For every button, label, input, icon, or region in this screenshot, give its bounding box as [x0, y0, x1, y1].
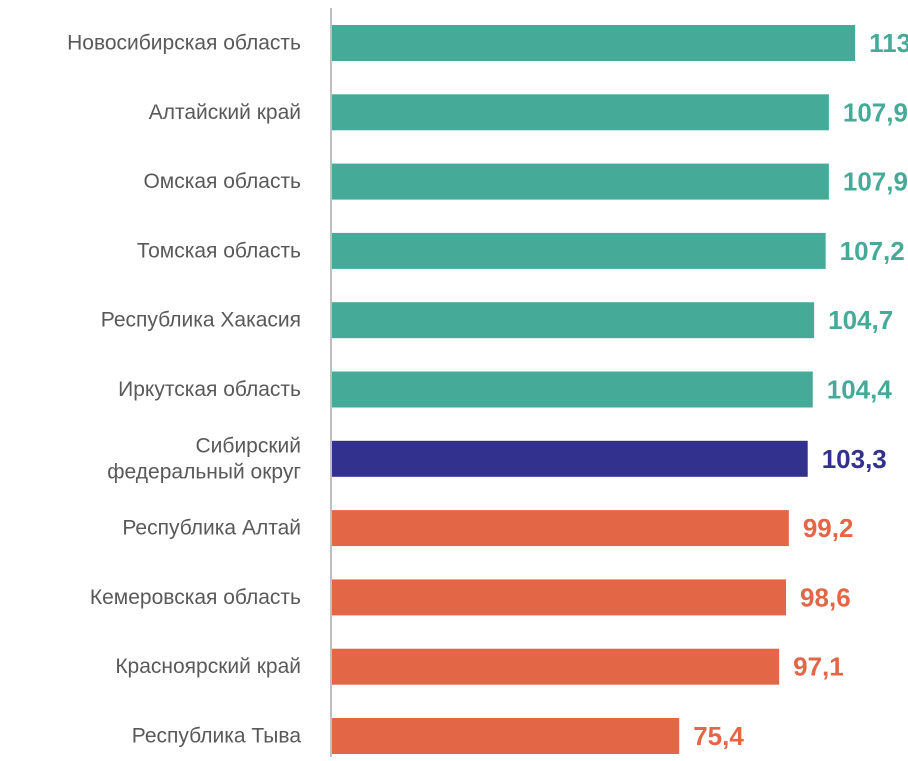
category-label-line: Красноярский край: [115, 655, 301, 678]
bar: [332, 232, 826, 269]
value-label: 104,7: [828, 305, 893, 335]
category-label-line: Республика Тыва: [132, 725, 302, 748]
category-label-line: Сибирский: [196, 434, 301, 457]
category-label-line: федеральный округ: [107, 460, 301, 483]
category-label-line: Новосибирская область: [67, 32, 301, 55]
category-label: Республика Тыва: [132, 725, 302, 748]
value-label: 107,2: [840, 236, 905, 266]
bar: [332, 718, 680, 754]
bar: [332, 94, 829, 131]
bars-layer: [332, 25, 856, 754]
value-label: 107,9: [843, 167, 908, 197]
value-label: 113,6: [869, 28, 908, 58]
bar: [332, 302, 815, 339]
category-label-line: Кемеровская область: [90, 586, 301, 609]
category-label: Иркутская область: [118, 378, 301, 401]
bar: [332, 371, 813, 408]
value-label: 99,2: [803, 513, 854, 543]
category-label: Томская область: [137, 239, 301, 262]
category-label-line: Томская область: [137, 239, 301, 262]
value-label: 98,6: [800, 582, 851, 612]
category-label-line: Республика Хакасия: [101, 309, 301, 332]
value-label: 107,9: [843, 97, 908, 127]
category-label: Кемеровская область: [90, 586, 301, 609]
value-label: 103,3: [822, 444, 887, 474]
value-label: 97,1: [793, 652, 844, 682]
category-label: Красноярский край: [115, 655, 301, 678]
category-label-line: Омская область: [143, 170, 301, 193]
bar: [332, 440, 808, 477]
bar: [332, 510, 789, 547]
category-label-line: Алтайский край: [149, 101, 301, 124]
bar: [332, 648, 780, 685]
bar: [332, 25, 856, 61]
category-labels: Новосибирская область Алтайский край Омска…: [67, 32, 301, 748]
bar: [332, 163, 829, 200]
category-label: Республика Хакасия: [101, 309, 301, 332]
category-label-line: Иркутская область: [118, 378, 301, 401]
category-label: Омская область: [143, 170, 301, 193]
category-label: Алтайский край: [149, 101, 301, 124]
value-labels: 113,6 107,9 107,9 107,2 104,7 104,4 103,3 99,2 9…: [693, 28, 908, 751]
value-label: 104,4: [827, 375, 893, 405]
category-label-line: Республика Алтай: [122, 517, 301, 540]
category-label: Сибирский федеральный округ: [107, 434, 301, 483]
value-label: 75,4: [693, 721, 744, 751]
category-label: Новосибирская область: [67, 32, 301, 55]
category-label: Республика Алтай: [122, 517, 301, 540]
bar: [332, 579, 787, 616]
